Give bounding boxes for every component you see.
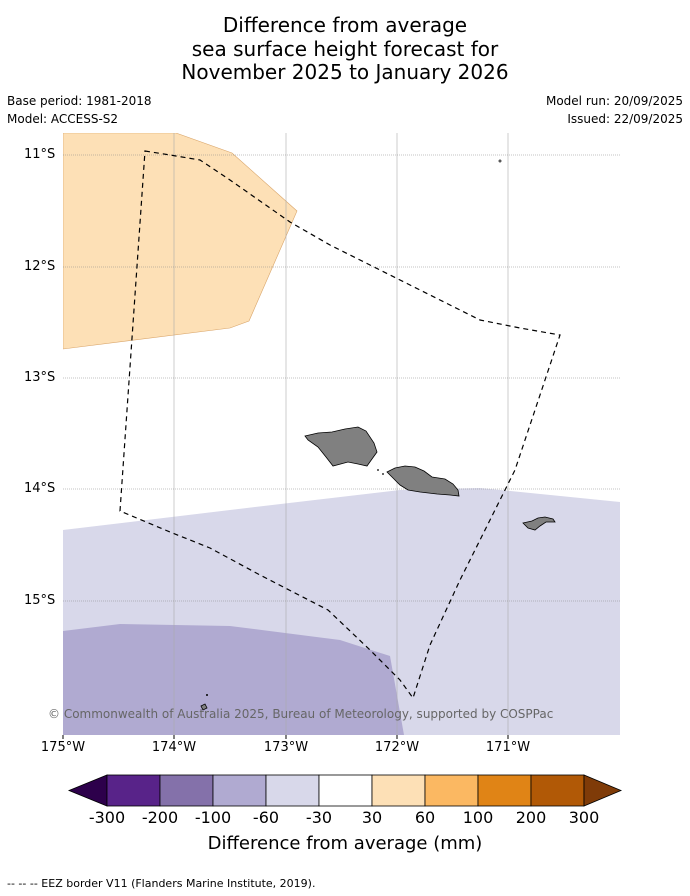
colorbar-title: Difference from average (mm): [207, 833, 483, 854]
colorbar-label: 60: [414, 808, 436, 827]
lat-label-12s: 12°S: [24, 259, 56, 274]
colorbar: [67, 774, 623, 807]
colorbar-label: 30: [361, 808, 383, 827]
title-line-2: sea surface height forecast for: [191, 36, 499, 61]
land-savaii: [304, 426, 378, 467]
colorbar-label: -300: [88, 808, 126, 827]
colorbar-bin-2: [159, 774, 214, 807]
colorbar-bin-1: [106, 774, 161, 807]
lat-label-11s: 11°S: [24, 147, 56, 162]
land-small-islet-south: [200, 703, 208, 711]
colorbar-bin-5: [318, 774, 373, 807]
colorbar-label: -100: [194, 808, 232, 827]
eez-border: [119, 150, 561, 700]
gridlines: [63, 133, 620, 735]
model-run-text: Model run: 20/09/2025: [545, 94, 683, 108]
land-upolu: [386, 465, 460, 497]
colorbar-label: 200: [515, 808, 547, 827]
lon-label-171w: 171°W: [485, 740, 531, 755]
colorbar-label: -30: [305, 808, 333, 827]
colorbar-bin-6: [371, 774, 426, 807]
colorbar-label: -60: [252, 808, 280, 827]
colorbar-label: 100: [462, 808, 494, 827]
land-tutuila: [522, 516, 556, 531]
lon-label-174w: 174°W: [151, 740, 197, 755]
base-period-text: Base period: 1981-2018: [7, 94, 152, 108]
colorbar-bin-7: [424, 774, 479, 807]
title-line-3: November 2025 to January 2026: [181, 60, 509, 84]
colorbar-label: -200: [141, 808, 179, 827]
eez-dot-1: [377, 469, 379, 471]
lat-label-14s: 14°S: [24, 481, 56, 496]
eez-dot-2: [382, 473, 384, 475]
lat-label-13s: 13°S: [24, 370, 56, 385]
anomaly-region-positive: [63, 133, 298, 350]
colorbar-over-arrow: [583, 774, 623, 807]
anomaly-region-negative-medium: [63, 624, 404, 735]
copyright-text: © Commonwealth of Australia 2025, Bureau…: [48, 707, 554, 721]
lat-label-15s: 15°S: [24, 593, 56, 608]
lon-label-172w: 172°W: [374, 740, 420, 755]
issued-text: Issued: 22/09/2025: [567, 112, 683, 126]
lon-ticks: [62, 735, 509, 739]
colorbar-bin-8: [477, 774, 532, 807]
eez-footnote: -- -- -- EEZ border V11 (Flanders Marine…: [7, 877, 316, 890]
title-line-1: Difference from average: [222, 13, 468, 37]
lon-label-173w: 173°W: [263, 740, 309, 755]
chart-title: Difference from average sea surface heig…: [0, 13, 690, 85]
colorbar-label: 300: [568, 808, 600, 827]
colorbar-under-arrow: [67, 774, 108, 807]
lon-label-175w: 175°W: [40, 740, 86, 755]
land-small-islet-north: [498, 159, 502, 163]
model-text: Model: ACCESS-S2: [7, 112, 119, 126]
colorbar-bin-3: [212, 774, 267, 807]
colorbar-bin-9: [530, 774, 585, 807]
land-small-islet-mid: [206, 694, 208, 696]
colorbar-bin-4: [265, 774, 320, 807]
